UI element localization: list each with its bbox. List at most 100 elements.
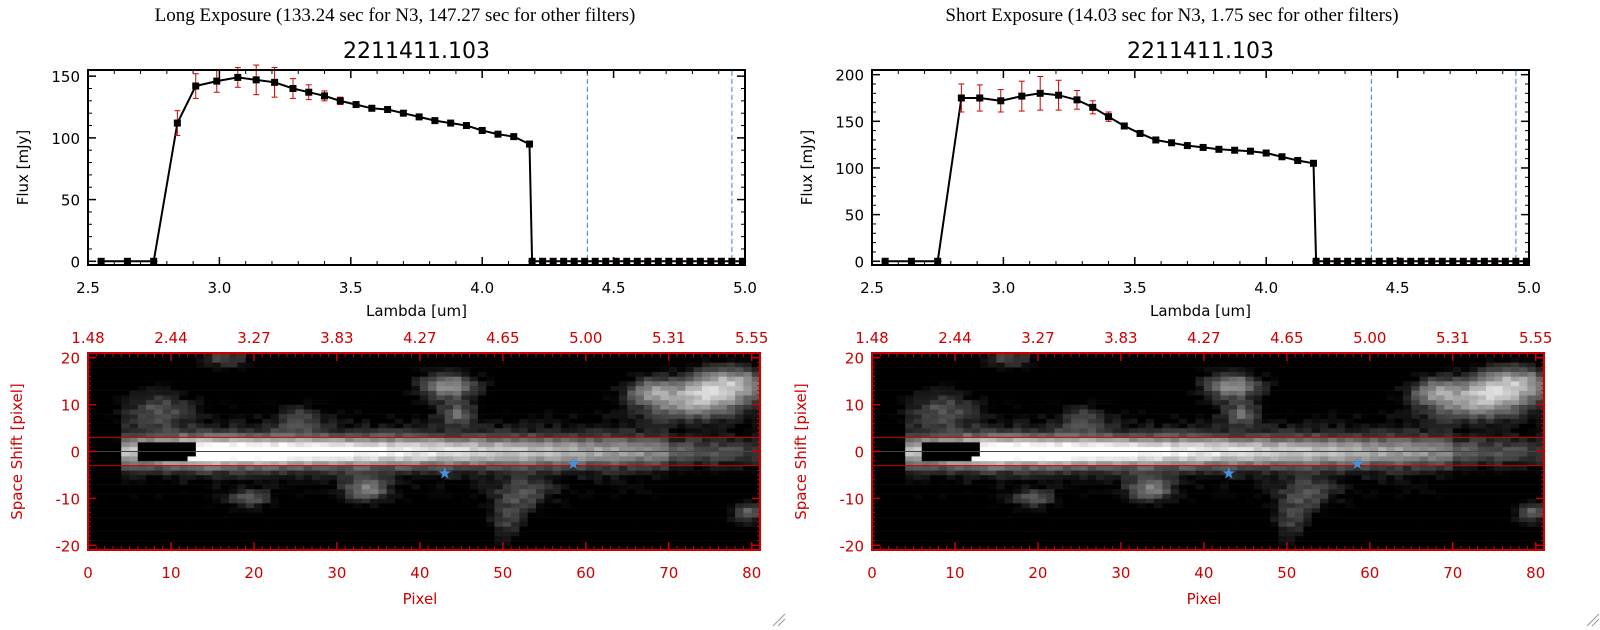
data-point — [654, 257, 662, 265]
data-point — [1417, 257, 1425, 265]
data-point — [1438, 257, 1446, 265]
x-tick-label: 30 — [327, 564, 346, 582]
x-tick-label: 10 — [945, 564, 964, 582]
data-point — [1522, 257, 1530, 265]
top-tick-label: 1.48 — [855, 329, 888, 347]
data-point — [1501, 257, 1509, 265]
data-point — [150, 257, 158, 265]
data-point — [957, 94, 965, 102]
x-tick-label: 4.0 — [1254, 279, 1278, 297]
data-point — [1215, 145, 1223, 153]
x-tick-label: 2.5 — [76, 279, 100, 297]
x-tick-label: 0 — [867, 564, 877, 582]
data-point — [1073, 96, 1081, 104]
data-point — [1262, 149, 1270, 157]
y-tick-label: -10 — [56, 490, 81, 508]
data-point — [1246, 147, 1254, 155]
chart-subtitle: 2211411.103 — [343, 39, 490, 64]
flux-series-line — [101, 76, 743, 263]
star-marker-icon: ★ — [1222, 464, 1236, 483]
data-point — [1449, 257, 1457, 265]
data-point — [623, 257, 631, 265]
top-tick-label: 2.44 — [154, 329, 187, 347]
x-tick-label: 0 — [83, 564, 93, 582]
data-point — [1512, 257, 1520, 265]
x-tick-label: 4.0 — [470, 279, 494, 297]
x-tick-label: 5.0 — [733, 279, 757, 297]
resize-grip-icon-right[interactable] — [1586, 613, 1600, 627]
data-point — [97, 257, 105, 265]
data-point — [1055, 91, 1063, 99]
data-point — [478, 126, 486, 134]
data-point — [1120, 122, 1128, 130]
data-point — [1183, 142, 1191, 150]
data-point — [510, 133, 518, 141]
top-tick-label: 3.27 — [1021, 329, 1054, 347]
y-tick-label: 0 — [854, 253, 864, 271]
x-tick-label: 50 — [493, 564, 512, 582]
top-tick-label: 3.83 — [1104, 329, 1137, 347]
x-tick-label: 3.5 — [1123, 279, 1147, 297]
data-point — [1354, 257, 1362, 265]
x-tick-label: 4.5 — [1386, 279, 1410, 297]
data-point — [494, 130, 502, 138]
x-axis-label: Pixel — [1187, 590, 1222, 608]
data-point — [1294, 157, 1302, 165]
x-tick-label: 40 — [410, 564, 429, 582]
x-tick-label: 10 — [161, 564, 180, 582]
data-point — [1036, 89, 1044, 97]
data-point — [907, 257, 915, 265]
y-axis-label: Space Shift [pixel] — [792, 383, 810, 520]
data-point — [591, 257, 599, 265]
spectrum-panel-short: Short Exposure (14.03 sec for N3, 1.75 s… — [798, 5, 1541, 320]
y-tick-label: 150 — [51, 68, 80, 86]
y-tick-label: 150 — [835, 113, 864, 131]
data-point — [612, 257, 620, 265]
data-point — [305, 88, 313, 96]
y-tick-label: 100 — [835, 160, 864, 178]
data-point — [1018, 92, 1026, 100]
y-tick-label: 50 — [61, 192, 80, 210]
star-marker-icon: ★ — [1350, 454, 1364, 473]
x-tick-label: 60 — [576, 564, 595, 582]
data-point — [1310, 159, 1318, 167]
x-tick-label: 20 — [1028, 564, 1047, 582]
data-point — [528, 257, 536, 265]
data-point — [997, 97, 1005, 105]
x-axis-label: Lambda [um] — [1150, 302, 1251, 320]
x-tick-label: 2.5 — [860, 279, 884, 297]
y-axis-label: Space Shift [pixel] — [8, 383, 26, 520]
data-point — [728, 257, 736, 265]
top-tick-label: 5.00 — [569, 329, 602, 347]
y-tick-label: 100 — [51, 130, 80, 148]
data-point — [252, 76, 260, 84]
top-tick-label: 5.55 — [735, 329, 768, 347]
top-tick-label: 4.27 — [1187, 329, 1220, 347]
chart-subtitle: 2211411.103 — [1127, 39, 1274, 64]
data-point — [633, 257, 641, 265]
x-tick-label: 3.0 — [207, 279, 231, 297]
data-point — [1428, 257, 1436, 265]
x-tick-label: 30 — [1111, 564, 1130, 582]
data-point — [462, 122, 470, 130]
y-tick-label: 0 — [70, 444, 80, 462]
data-point — [1312, 257, 1320, 265]
data-point — [1105, 113, 1113, 121]
data-point — [976, 94, 984, 102]
flux-series-line — [885, 92, 1527, 263]
data-point — [384, 105, 392, 113]
top-tick-label: 4.27 — [403, 329, 436, 347]
data-point — [1491, 257, 1499, 265]
data-point — [234, 73, 242, 81]
data-point — [1136, 129, 1144, 137]
x-axis-label: Pixel — [403, 590, 438, 608]
data-point — [1089, 103, 1097, 111]
y-tick-label: 200 — [835, 67, 864, 85]
y-tick-label: -10 — [840, 490, 865, 508]
data-point — [1407, 257, 1415, 265]
star-marker-icon: ★ — [566, 454, 580, 473]
image-panel-short: ★ ★ 0 10 20 30 40 50 60 70 80 1.48 2.44 3.27 3.83 4.27 4… — [792, 329, 1552, 608]
resize-grip-icon-left[interactable] — [772, 613, 786, 627]
data-point — [447, 119, 455, 127]
data-point — [675, 257, 683, 265]
